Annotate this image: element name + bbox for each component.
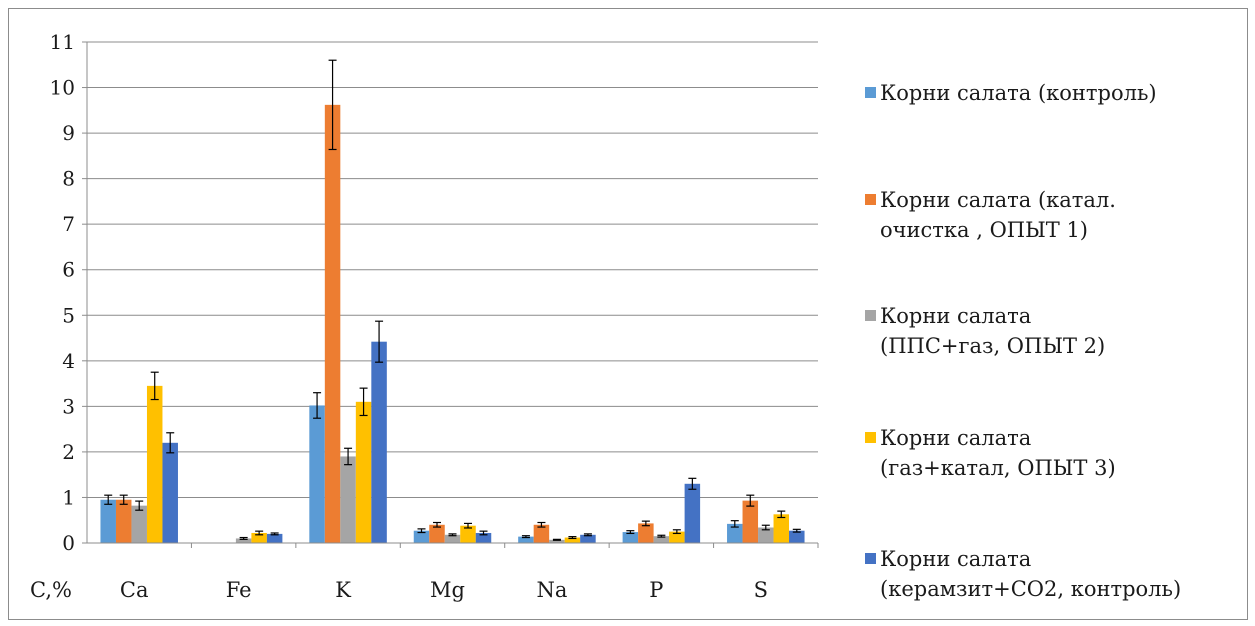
- y-tick-label: 9: [62, 121, 75, 145]
- chart-frame: [8, 8, 1248, 620]
- legend-swatch: [865, 194, 876, 205]
- y-tick-label: 3: [62, 394, 75, 418]
- x-category-label-fe: Fe: [226, 578, 252, 602]
- bar-k-series-5: [371, 341, 387, 543]
- legend-item-4: Корни салата (газ+катал, ОПЫТ 3): [865, 423, 1116, 483]
- y-tick-label: 10: [50, 76, 75, 100]
- legend-swatch: [865, 432, 876, 443]
- bar-s-series-3: [758, 527, 774, 543]
- bar-p-series-1: [622, 532, 639, 543]
- legend-label: Корни салата (керамзит+СО2, контроль): [880, 547, 1182, 601]
- y-tick-label: 0: [62, 531, 75, 555]
- bar-ca-series-4: [146, 385, 163, 543]
- y-tick-label: 6: [62, 258, 75, 282]
- legend-swatch: [865, 553, 876, 564]
- y-tick-label: 5: [62, 303, 75, 327]
- bar-p-series-5: [684, 483, 701, 543]
- legend-item-3: Корни салата (ППС+газ, ОПЫТ 2): [865, 301, 1105, 361]
- bar-k-series-1: [309, 405, 325, 543]
- y-tick-label: 8: [62, 167, 75, 191]
- legend-label: Корни салата (контроль): [880, 81, 1157, 105]
- x-category-label-na: Na: [536, 578, 567, 602]
- bar-ca-series-1: [100, 499, 116, 543]
- legend-swatch: [865, 310, 876, 321]
- bar-s-series-5: [789, 530, 805, 543]
- legend-label: Корни салата (катал. очистка , ОПЫТ 1): [880, 188, 1116, 242]
- x-category-label-k: K: [335, 578, 351, 602]
- legend-label: Корни салата (газ+катал, ОПЫТ 3): [880, 426, 1116, 480]
- bar-ca-series-3: [131, 505, 147, 543]
- bar-p-series-3: [653, 536, 670, 543]
- bar-mg-series-3: [444, 534, 461, 543]
- y-tick-label: 7: [62, 212, 75, 236]
- x-category-label-s: S: [754, 578, 768, 602]
- bar-fe-series-4: [251, 532, 267, 543]
- bar-s-series-2: [742, 500, 759, 543]
- bar-p-series-4: [669, 531, 685, 543]
- legend-item-1: Корни салата (контроль): [865, 78, 1157, 108]
- bar-k-series-4: [355, 401, 372, 543]
- bar-ca-series-2: [115, 499, 132, 543]
- bar-fe-series-3: [235, 538, 252, 543]
- x-category-label-mg: Mg: [430, 578, 465, 602]
- axes: [82, 41, 819, 548]
- legend-item-2: Корни салата (катал. очистка , ОПЫТ 1): [865, 185, 1116, 245]
- bar-na-series-3: [549, 539, 565, 543]
- bars: [100, 59, 805, 544]
- bar-mg-series-4: [460, 525, 476, 543]
- bar-mg-series-1: [413, 530, 430, 543]
- y-tick-label: 11: [50, 30, 75, 54]
- bar-na-series-4: [564, 537, 581, 543]
- bar-mg-series-5: [475, 532, 492, 543]
- legend-swatch: [865, 87, 876, 98]
- bar-s-series-1: [727, 523, 743, 543]
- bar-mg-series-2: [429, 524, 445, 543]
- bar-fe-series-5: [266, 533, 283, 543]
- x-axis-category-labels: Ca Fe K Mg Na P S: [120, 578, 768, 602]
- legend-label: Корни салата (ППС+газ, ОПЫТ 2): [880, 304, 1106, 358]
- gridlines: [87, 41, 818, 498]
- bar-p-series-2: [638, 523, 654, 543]
- bar-na-series-1: [518, 536, 534, 543]
- y-tick-label: 1: [62, 485, 75, 509]
- bar-k-series-2: [324, 104, 341, 544]
- bar-na-series-2: [533, 524, 550, 543]
- y-axis-tick-labels: 0 1 2 3 4 5 6 7 8 9 10 11: [50, 30, 75, 555]
- y-tick-label: 2: [62, 440, 75, 464]
- bar-ca-series-5: [162, 442, 178, 543]
- legend-item-5: Корни салата (керамзит+СО2, контроль): [865, 544, 1181, 604]
- bar-na-series-5: [580, 534, 596, 543]
- bar-s-series-4: [773, 514, 790, 543]
- x-category-label-ca: Ca: [120, 578, 149, 602]
- unit-label: C,%: [30, 578, 72, 602]
- y-tick-label: 4: [62, 349, 75, 373]
- x-category-label-p: P: [649, 578, 663, 602]
- legend: Корни салата (контроль) Корни салата (кат…: [865, 0, 1250, 626]
- bar-k-series-3: [340, 456, 356, 543]
